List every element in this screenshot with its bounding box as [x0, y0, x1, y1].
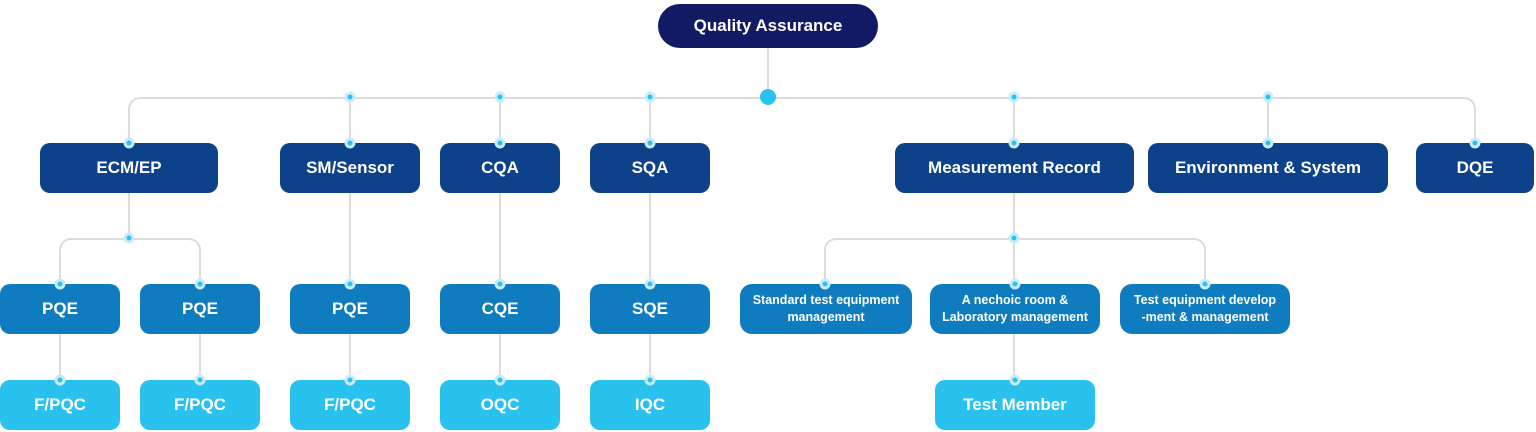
connector-pqe2-to-fpqc2	[199, 334, 201, 380]
node-ecm-ep: ECM/EP	[40, 143, 218, 193]
node-dqe: DQE	[1416, 143, 1534, 193]
node-anchor-dot	[54, 374, 66, 386]
node-label: Environment & System	[1174, 158, 1362, 177]
connector-main-rail	[128, 97, 1476, 143]
node-sqa: SQA	[590, 143, 710, 193]
connector-mr-drop	[1013, 193, 1015, 238]
node-anchor-dot	[644, 374, 656, 386]
node-label: OQC	[480, 395, 520, 414]
connector-mr-branch	[824, 238, 1206, 284]
node-label: ECM/EP	[96, 158, 162, 177]
junction-dot	[644, 91, 656, 103]
connector-mr-middle-drop	[1013, 238, 1015, 284]
node-measurement-record: Measurement Record	[895, 143, 1134, 193]
node-cqa: CQA	[440, 143, 560, 193]
node-label: F/PQC	[324, 395, 376, 414]
node-label: Quality Assurance	[693, 16, 843, 35]
connector-stub-measurement-record	[1013, 97, 1015, 143]
node-anchor-dot	[194, 374, 206, 386]
connector-ecm-branch	[59, 238, 201, 284]
node-label: Test Member	[963, 395, 1067, 414]
node-label: SQA	[631, 158, 669, 177]
node-label: PQE	[332, 299, 368, 318]
node-anchor-dot	[344, 137, 356, 149]
connector-stub-sqa	[649, 97, 651, 143]
node-anchor-dot	[494, 374, 506, 386]
node-label: F/PQC	[34, 395, 86, 414]
node-label-line2: Laboratory management	[942, 310, 1088, 324]
connector-root-drop	[767, 48, 769, 97]
junction-dot	[344, 91, 356, 103]
node-anchor-dot	[123, 137, 135, 149]
connector-stub-sm-sensor	[349, 97, 351, 143]
connector-pqe1-to-fpqc1	[59, 334, 61, 380]
node-standard-test-equipment: Standard test equipment management	[740, 284, 912, 334]
node-anchor-dot	[194, 278, 206, 290]
node-label: PQE	[182, 299, 218, 318]
node-anchor-dot	[1009, 278, 1021, 290]
node-quality-assurance: Quality Assurance	[658, 4, 878, 48]
connector-cqe-to-oqc	[499, 334, 501, 380]
node-label: DQE	[1456, 158, 1494, 177]
node-anchor-dot	[494, 137, 506, 149]
node-pqe-2: PQE	[140, 284, 260, 334]
junction-dot-main	[760, 89, 776, 105]
junction-dot	[1008, 91, 1020, 103]
node-anechoic-room: A nechoic room & Laboratory management	[930, 284, 1100, 334]
connector-stub-cqa	[499, 97, 501, 143]
node-anchor-dot	[644, 137, 656, 149]
node-fpqc-2: F/PQC	[140, 380, 260, 430]
node-iqc: IQC	[590, 380, 710, 430]
node-fpqc-1: F/PQC	[0, 380, 120, 430]
node-label-line2: -ment & management	[1141, 310, 1269, 324]
node-label-line1: Test equipment develop	[1133, 293, 1277, 307]
connector-sqe-to-iqc	[649, 334, 651, 380]
node-test-member: Test Member	[935, 380, 1095, 430]
node-test-equipment-development: Test equipment develop -ment & managemen…	[1120, 284, 1290, 334]
node-label: PQE	[42, 299, 78, 318]
node-fpqc-3: F/PQC	[290, 380, 410, 430]
node-anchor-dot	[1469, 137, 1481, 149]
connector-stub-environment-system	[1267, 97, 1269, 143]
node-anchor-dot	[1009, 374, 1021, 386]
node-anchor-dot	[819, 278, 831, 290]
node-anchor-dot	[1199, 278, 1211, 290]
node-oqc: OQC	[440, 380, 560, 430]
node-label-line1: Standard test equipment	[752, 293, 900, 307]
connector-ecm-drop	[128, 193, 130, 238]
node-pqe-1: PQE	[0, 284, 120, 334]
node-label: SQE	[632, 299, 668, 318]
node-anchor-dot	[1008, 137, 1020, 149]
node-label-line1: A nechoic room &	[961, 293, 1069, 307]
connector-pqe3-to-fpqc3	[349, 334, 351, 380]
node-label-line2: management	[787, 310, 865, 324]
node-cqe: CQE	[440, 284, 560, 334]
node-label: Measurement Record	[928, 158, 1101, 177]
node-anchor-dot	[54, 278, 66, 290]
node-environment-system: Environment & System	[1148, 143, 1388, 193]
junction-dot	[1262, 91, 1274, 103]
junction-dot	[123, 232, 135, 244]
connector-anechoic-to-test-member	[1013, 334, 1015, 380]
connector-sm-to-pqe	[349, 193, 351, 284]
node-label: CQE	[481, 299, 519, 318]
node-label: CQA	[481, 158, 519, 177]
connector-cqa-to-cqe	[499, 193, 501, 284]
junction-dot	[1008, 232, 1020, 244]
node-label: IQC	[634, 395, 666, 414]
node-anchor-dot	[344, 278, 356, 290]
node-sqe: SQE	[590, 284, 710, 334]
node-label: SM/Sensor	[306, 158, 394, 177]
node-pqe-3: PQE	[290, 284, 410, 334]
node-sm-sensor: SM/Sensor	[280, 143, 420, 193]
node-anchor-dot	[644, 278, 656, 290]
node-label: F/PQC	[174, 395, 226, 414]
junction-dot	[494, 91, 506, 103]
node-anchor-dot	[494, 278, 506, 290]
node-anchor-dot	[1262, 137, 1274, 149]
node-anchor-dot	[344, 374, 356, 386]
connector-sqa-to-sqe	[649, 193, 651, 284]
